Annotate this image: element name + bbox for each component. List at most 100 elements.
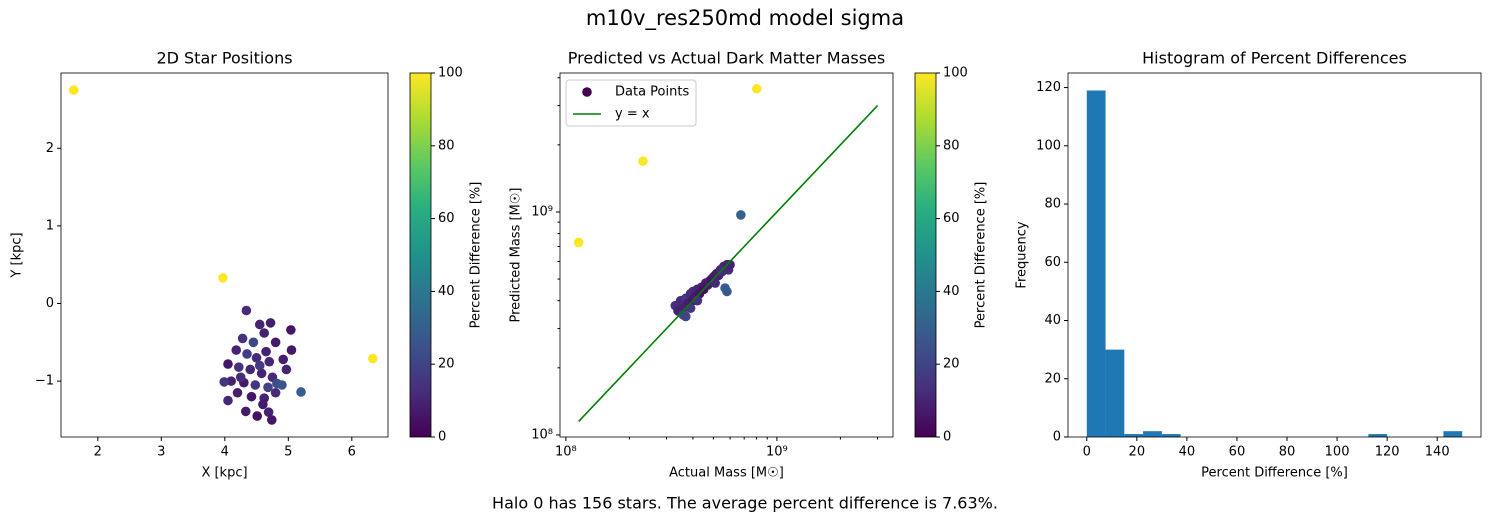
x-tick-label: 80 bbox=[1279, 445, 1296, 460]
point bbox=[263, 407, 274, 417]
point bbox=[245, 364, 256, 375]
point bbox=[296, 387, 306, 397]
bar bbox=[1086, 90, 1106, 438]
colorbar bbox=[914, 72, 937, 438]
point bbox=[248, 337, 259, 348]
plot-frame bbox=[1067, 72, 1482, 438]
point bbox=[264, 356, 275, 367]
bar bbox=[1105, 349, 1125, 437]
x-tick-label: 3 bbox=[157, 445, 165, 460]
colorbar-tick-label: 40 bbox=[943, 284, 960, 299]
point bbox=[277, 380, 287, 390]
colorbar-tick-label: 60 bbox=[943, 211, 960, 226]
plot-frame bbox=[60, 72, 389, 438]
x-tick-label: 2 bbox=[94, 445, 102, 460]
x-tick-label: 120 bbox=[1375, 445, 1400, 460]
point bbox=[286, 345, 297, 355]
colorbar-tick-label: 100 bbox=[438, 66, 463, 81]
point bbox=[286, 325, 296, 335]
point bbox=[278, 354, 289, 365]
point bbox=[270, 387, 281, 398]
point bbox=[736, 210, 746, 220]
y-axis-label: Y [kpc] bbox=[10, 232, 25, 278]
bar bbox=[1124, 434, 1144, 437]
point bbox=[722, 286, 732, 297]
point bbox=[261, 346, 271, 357]
point bbox=[692, 295, 703, 306]
x-tick-label: 100 bbox=[1325, 445, 1350, 460]
point bbox=[259, 328, 269, 338]
colorbar-tick-label: 100 bbox=[943, 66, 968, 81]
point bbox=[231, 345, 242, 355]
point bbox=[241, 305, 252, 316]
y-tick-label: 80 bbox=[1044, 197, 1061, 212]
y-tick-label: 0 bbox=[1053, 430, 1061, 445]
x-tick-label: 60 bbox=[1229, 445, 1246, 460]
colorbar bbox=[409, 72, 432, 438]
x-tick-label: 6 bbox=[348, 445, 356, 460]
y-tick-label: 10⁹ bbox=[531, 204, 553, 219]
legend-label: y = x bbox=[615, 107, 650, 122]
colorbar-tick-label: 0 bbox=[438, 430, 446, 445]
point bbox=[685, 303, 696, 314]
point bbox=[218, 273, 228, 283]
point bbox=[240, 406, 251, 417]
colorbar-tick-label: 40 bbox=[438, 284, 455, 299]
caption: Halo 0 has 156 stars. The average percen… bbox=[492, 494, 998, 513]
colorbar-tick-label: 20 bbox=[438, 357, 455, 372]
point bbox=[219, 377, 229, 387]
colorbar-tick-label: 80 bbox=[438, 138, 455, 153]
bar bbox=[1443, 431, 1463, 437]
point bbox=[263, 382, 273, 393]
x-axis-label: Actual Mass [M☉] bbox=[669, 466, 784, 481]
y-tick-label: 2 bbox=[46, 141, 54, 156]
point bbox=[254, 319, 265, 330]
y-axis-label: Frequency bbox=[1015, 221, 1030, 288]
y-tick-label: 0 bbox=[46, 296, 54, 311]
point bbox=[237, 333, 248, 344]
y-tick-label: 120 bbox=[1036, 80, 1061, 95]
plot-frame bbox=[559, 72, 894, 438]
bar bbox=[1161, 434, 1181, 437]
colorbar-tick-label: 20 bbox=[943, 357, 960, 372]
point bbox=[258, 399, 268, 410]
point bbox=[638, 156, 648, 166]
point bbox=[573, 237, 584, 248]
colorbar-label: Percent Difference [%] bbox=[469, 182, 484, 329]
x-tick-label: 5 bbox=[284, 445, 292, 460]
x-tick-label: 0 bbox=[1083, 445, 1091, 460]
point bbox=[265, 318, 276, 328]
colorbar-tick-label: 0 bbox=[943, 430, 951, 445]
x-tick-label: 140 bbox=[1425, 445, 1450, 460]
line bbox=[578, 105, 879, 422]
point bbox=[256, 368, 267, 379]
point bbox=[251, 353, 262, 363]
x-axis-label: X [kpc] bbox=[201, 466, 247, 481]
colorbar-label: Percent Difference [%] bbox=[974, 182, 989, 329]
point bbox=[233, 362, 244, 372]
x-tick-label: 20 bbox=[1129, 445, 1146, 460]
suptitle: m10v_res250md model sigma bbox=[586, 6, 904, 31]
y-axis-label: Predicted Mass [M☉] bbox=[509, 187, 524, 322]
point bbox=[226, 376, 236, 386]
x-tick-label: 4 bbox=[221, 445, 229, 460]
colorbar-tick-label: 80 bbox=[943, 138, 960, 153]
point bbox=[223, 359, 233, 369]
point bbox=[250, 380, 261, 390]
point bbox=[751, 83, 762, 94]
y-tick-label: 100 bbox=[1036, 138, 1061, 153]
point bbox=[223, 395, 233, 406]
y-tick-label: 40 bbox=[1044, 313, 1061, 328]
chart-title: Histogram of Percent Differences bbox=[1142, 49, 1407, 68]
point bbox=[68, 85, 79, 95]
point bbox=[680, 311, 691, 322]
x-tick-label: 10⁹ bbox=[766, 445, 788, 460]
x-tick-label: 10⁸ bbox=[555, 445, 577, 460]
point bbox=[235, 372, 246, 383]
x-tick-label: 40 bbox=[1179, 445, 1196, 460]
point bbox=[232, 387, 243, 398]
legend-label: Data Points bbox=[615, 85, 689, 100]
y-tick-label: 10⁸ bbox=[531, 427, 553, 442]
x-axis-label: Percent Difference [%] bbox=[1201, 466, 1348, 481]
